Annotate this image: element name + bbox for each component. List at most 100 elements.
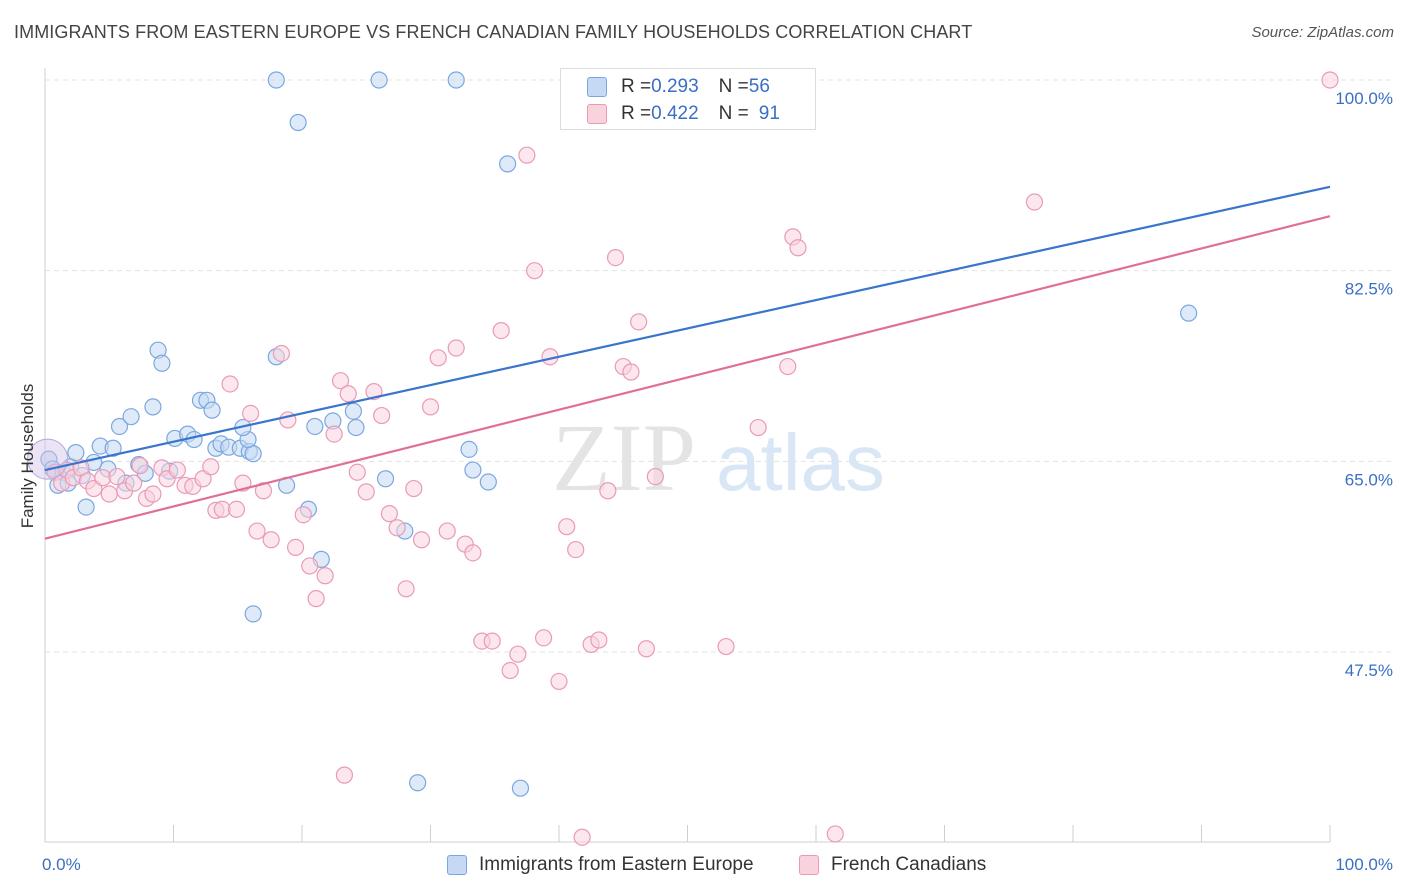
eastern-europe-point — [499, 155, 517, 173]
eastern-europe-point — [376, 470, 395, 488]
french-canadian-point — [558, 518, 576, 536]
eastern-europe-point — [511, 779, 530, 797]
french-canadian-point — [168, 461, 186, 479]
french-canadian-point — [100, 485, 118, 503]
blue-swatch — [447, 855, 467, 875]
french-canadian-point — [438, 522, 456, 540]
trend-lines — [44, 185, 1331, 540]
r-label: R = — [621, 76, 652, 97]
french-canadian-point — [630, 313, 648, 331]
french-canadian-point — [144, 485, 162, 503]
chart-title: IMMIGRANTS FROM EASTERN EUROPE VS FRENCH… — [14, 22, 973, 42]
french-canadian-point — [447, 339, 465, 357]
eastern-europe-point — [244, 605, 262, 623]
eastern-europe-point — [479, 473, 497, 491]
r-label: R = — [621, 103, 652, 124]
eastern-europe-point — [464, 461, 482, 479]
watermark: ZIP atlas — [552, 404, 885, 511]
chart-source: Source: ZipAtlas.com — [1251, 24, 1394, 41]
eastern-europe-point — [344, 402, 362, 420]
eastern-europe-point — [122, 408, 140, 426]
french-canadian-point — [227, 500, 246, 518]
tick-labels: 47.5% 65.0% 82.5% 100.0% 0.0% 100.0% — [42, 89, 1393, 874]
stats-legend-row-blue: R = 0.293 N = 56 — [587, 74, 770, 100]
x-tick-label-left: 0.0% — [42, 855, 81, 874]
french-canadian-point — [483, 632, 501, 650]
legend-label: French Canadians — [831, 854, 987, 875]
pink-swatch — [799, 855, 819, 875]
french-canadian-point — [622, 363, 640, 381]
french-canadian-point — [125, 474, 143, 492]
french-canadian-point — [429, 349, 447, 367]
eastern-europe-point — [460, 440, 478, 458]
french-canadian-point — [131, 457, 149, 475]
overlap-point — [27, 438, 69, 480]
french-canadian-point — [789, 239, 807, 257]
eastern-europe-point — [203, 401, 221, 419]
n-value: 91 — [758, 103, 780, 124]
n-label: N = — [718, 76, 749, 97]
french-canadian-point — [534, 629, 553, 647]
french-canadian-point — [599, 482, 617, 500]
eastern-europe-point — [77, 498, 95, 516]
french-canadian-point — [357, 483, 375, 501]
french-canadian-point — [301, 557, 319, 575]
french-canadian-point — [108, 467, 126, 486]
french-canadian-point — [339, 385, 357, 403]
eastern-europe-point — [409, 774, 427, 792]
french-canadian-point — [464, 544, 482, 562]
eastern-europe-point — [110, 417, 129, 436]
n-label: N = — [718, 103, 749, 124]
french-canadian-point — [325, 425, 343, 443]
french-canadian-point — [606, 248, 625, 267]
french-canadian-point — [248, 522, 266, 540]
y-tick-label: 100.0% — [1335, 89, 1393, 108]
french-canadian-point — [637, 640, 655, 658]
legend-item-french-canadians: French Canadians — [799, 852, 986, 878]
french-canadian-point — [262, 531, 280, 549]
eastern-europe-point — [1180, 304, 1198, 322]
y-tick-label: 65.0% — [1345, 470, 1393, 489]
french-canadian-point — [421, 398, 440, 416]
gridlines — [45, 79, 1392, 653]
french-canadian-point — [221, 375, 239, 393]
french-canadian-point — [331, 372, 350, 390]
french-canadian-point — [194, 470, 212, 488]
eastern-europe-point — [104, 439, 122, 457]
french-canadian-point — [316, 567, 334, 585]
french-canadian-point — [573, 828, 591, 846]
eastern-europe-point — [347, 418, 365, 437]
eastern-europe-point — [289, 113, 307, 132]
x-tick-label-right: 100.0% — [1335, 855, 1393, 874]
stats-legend: R = 0.293 N = 56 R = 0.422 N = 91 — [560, 68, 816, 130]
french-canadian-point — [525, 262, 544, 280]
y-tick-label: 47.5% — [1345, 661, 1393, 680]
legend-item-eastern-europe: Immigrants from Eastern Europe — [447, 852, 754, 878]
french-canadian-point — [294, 506, 312, 524]
watermark-zip: ZIP — [552, 404, 696, 511]
french-canadian-point — [202, 458, 220, 476]
french-canadian-point — [380, 505, 398, 523]
french-canadian-point — [567, 540, 585, 559]
french-canadian-point — [373, 406, 391, 425]
french-canadian-point — [749, 418, 767, 437]
eastern-europe-point — [67, 444, 85, 462]
eastern-europe-point — [267, 71, 285, 89]
french-canadian-point — [590, 631, 608, 649]
french-canadian-point — [518, 146, 536, 164]
french-canadian-point — [779, 357, 797, 376]
watermark-atlas: atlas — [716, 418, 885, 507]
french-canadian-point — [646, 467, 664, 486]
french-canadian-point — [388, 519, 406, 537]
eastern-europe-point — [447, 71, 465, 89]
eastern-europe-point — [306, 417, 324, 436]
french-canadian-point — [94, 469, 112, 487]
stats-legend-row-pink: R = 0.422 N = 91 — [587, 101, 780, 127]
blue-swatch — [587, 77, 607, 97]
data-points — [27, 71, 1339, 846]
french-canadian-point — [550, 672, 568, 691]
n-value: 56 — [748, 76, 770, 97]
y-tick-label: 82.5% — [1345, 280, 1393, 299]
french-canadian-point — [509, 645, 527, 663]
r-value: 0.422 — [651, 103, 699, 124]
